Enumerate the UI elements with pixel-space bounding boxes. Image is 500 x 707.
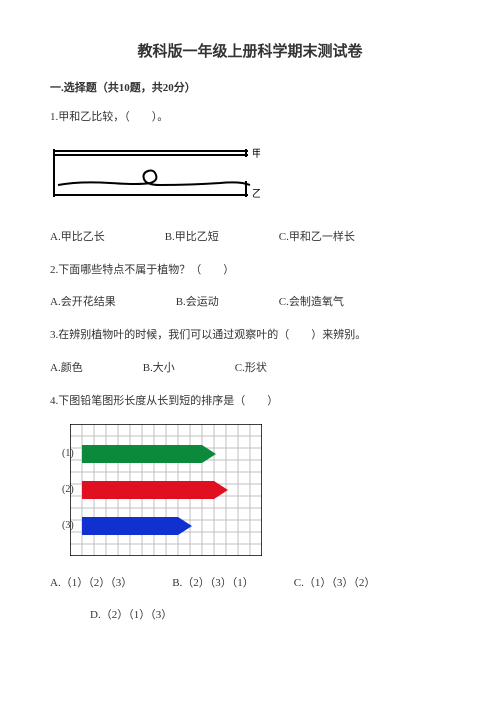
q2-options: A.会开花结果 B.会运动 C.会制造氧气 <box>50 293 450 309</box>
q4-opt-a: A.（1）（2）（3） <box>50 574 132 590</box>
q3-opt-a: A.颜色 <box>50 359 83 375</box>
q1-options: A.甲比乙长 B.甲比乙短 C.甲和乙一样长 <box>50 228 450 244</box>
pencil-bar: (2) <box>82 481 228 499</box>
pencil-bar: (3) <box>82 517 192 535</box>
q4-opt-b: B.（2）（3）（1） <box>172 574 254 590</box>
q4-text: 4.下图铅笔图形长度从长到短的排序是（ ） <box>50 393 450 411</box>
pencil-label: (1) <box>62 448 74 459</box>
q2-opt-c: C.会制造氧气 <box>279 293 344 309</box>
pencil-label: (3) <box>62 520 74 531</box>
q4-figure: (1) (2) (3) <box>50 424 450 556</box>
svg-text:甲: 甲 <box>252 149 260 160</box>
q4-opt-d: D.（2）（1）（3） <box>90 609 172 621</box>
q3-opt-c: C.形状 <box>235 359 267 375</box>
pencil-label: (2) <box>62 484 74 495</box>
q3-opt-b: B.大小 <box>143 359 175 375</box>
q3-text: 3.在辨别植物叶的时候，我们可以通过观察叶的（ ）来辨别。 <box>50 327 450 345</box>
q1-text: 1.甲和乙比较，（ ）。 <box>50 109 450 127</box>
q4-options-row2: D.（2）（1）（3） <box>90 606 450 622</box>
page-title: 教科版一年级上册科学期末测试卷 <box>50 40 450 61</box>
pencil-bar: (1) <box>82 445 216 463</box>
q1-figure: 甲乙 <box>50 141 450 208</box>
q1-opt-b: B.甲比乙短 <box>165 228 219 244</box>
q2-text: 2.下面哪些特点不属于植物？（ ） <box>50 262 450 280</box>
q1-opt-c: C.甲和乙一样长 <box>279 228 355 244</box>
q1-opt-a: A.甲比乙长 <box>50 228 105 244</box>
q4-options-row1: A.（1）（2）（3） B.（2）（3）（1） C.（1）（3）（2） <box>50 574 450 590</box>
q2-opt-a: A.会开花结果 <box>50 293 116 309</box>
rope-diagram: 甲乙 <box>50 141 260 205</box>
q4-opt-c: C.（1）（3）（2） <box>294 574 376 590</box>
svg-text:乙: 乙 <box>252 188 260 200</box>
q3-options: A.颜色 B.大小 C.形状 <box>50 359 450 375</box>
pencil-chart: (1) (2) (3) <box>70 424 282 556</box>
section-header: 一.选择题（共10题，共20分） <box>50 79 450 95</box>
q2-opt-b: B.会运动 <box>176 293 219 309</box>
